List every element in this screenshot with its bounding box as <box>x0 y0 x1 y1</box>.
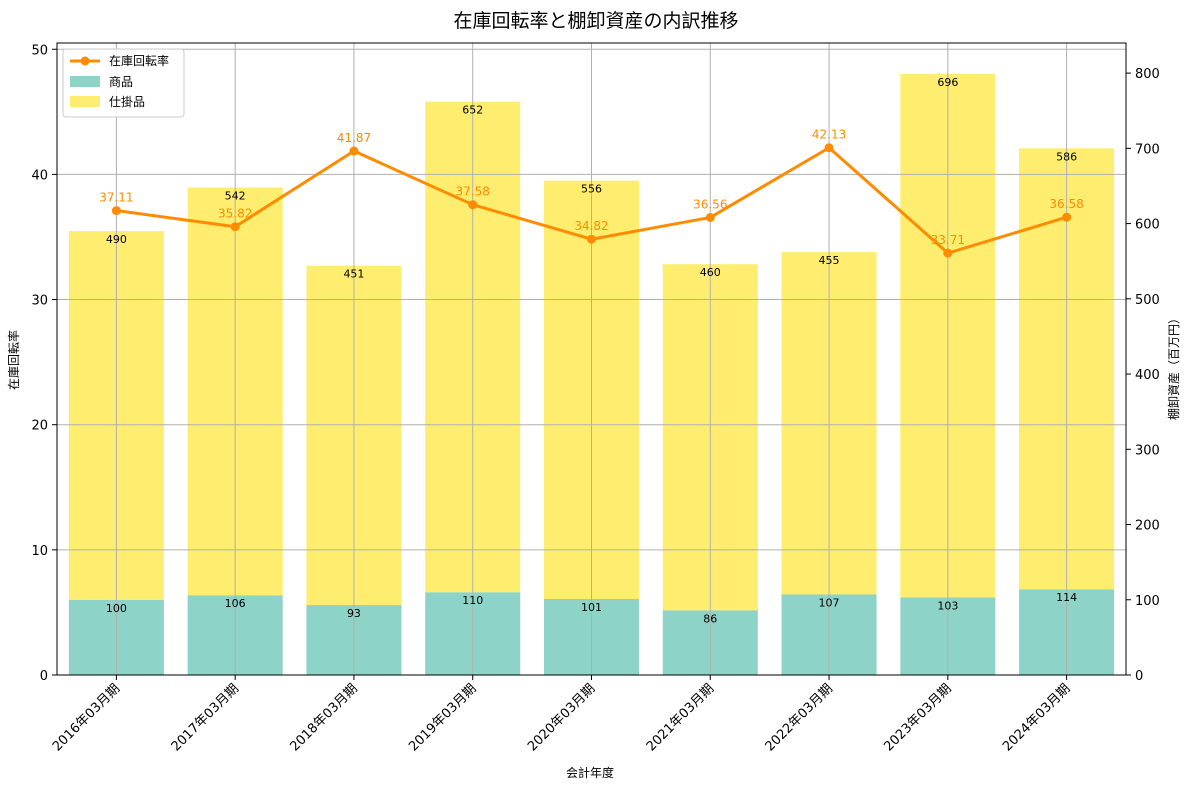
right-tick-label: 0 <box>1135 669 1143 684</box>
turnover-point <box>824 143 834 153</box>
right-axis-title: 棚卸資産（百万円） <box>1166 312 1181 420</box>
left-tick-label: 0 <box>40 669 48 684</box>
bar-label-wip: 490 <box>106 233 127 246</box>
bar-label-wip: 556 <box>581 183 602 196</box>
left-tick-label: 30 <box>31 294 48 309</box>
legend-line-marker <box>80 56 90 66</box>
turnover-label: 37.58 <box>456 185 490 199</box>
right-tick-label: 600 <box>1135 218 1160 233</box>
turnover-point <box>1062 212 1072 222</box>
bar-label-goods: 101 <box>581 601 602 614</box>
x-tick-label: 2024年03月期 <box>1000 681 1073 754</box>
right-tick-label: 700 <box>1135 142 1160 157</box>
bar-label-goods: 114 <box>1056 591 1077 604</box>
bar-label-goods: 103 <box>937 600 958 613</box>
turnover-label: 35.82 <box>218 207 252 221</box>
left-tick-label: 20 <box>31 419 48 434</box>
bar-label-wip: 455 <box>819 254 840 267</box>
bar-label-wip: 586 <box>1056 150 1077 163</box>
legend-label-wip: 仕掛品 <box>109 94 145 109</box>
right-tick-label: 400 <box>1135 368 1160 383</box>
legend-swatch-wip <box>70 96 100 107</box>
grid-lines <box>57 43 1126 676</box>
legend-swatch-goods <box>70 76 100 87</box>
line-series-group: 37.11 35.82 41.87 37.58 34.82 36.56 42.13 33.71… <box>99 128 1084 258</box>
x-tick-label: 2016年03月期 <box>50 681 123 754</box>
x-axis-title: 会計年度 <box>566 765 614 780</box>
bar-label-wip: 652 <box>462 104 483 117</box>
bar-label-wip: 451 <box>343 268 364 281</box>
turnover-point <box>349 146 359 156</box>
x-tick-label: 2018年03月期 <box>287 681 360 754</box>
x-tick-label: 2019年03月期 <box>406 681 479 754</box>
right-tick-label: 500 <box>1135 293 1160 308</box>
right-tick-label: 800 <box>1135 67 1160 82</box>
x-tick-label: 2020年03月期 <box>525 681 598 754</box>
right-tick-label: 300 <box>1135 443 1160 458</box>
legend-label-goods: 商品 <box>109 74 133 89</box>
legend: 在庫回転率 商品 仕掛品 <box>62 48 185 118</box>
turnover-label: 37.11 <box>99 191 133 205</box>
bar-label-goods: 93 <box>347 607 361 620</box>
bar-label-goods: 107 <box>819 596 840 609</box>
x-tick-label: 2023年03月期 <box>881 681 954 754</box>
x-tick-label: 2017年03月期 <box>169 681 242 754</box>
chart-title: 在庫回転率と棚卸資産の内訳推移 <box>453 10 738 32</box>
right-axis: 0 100 200 300 400 500 600 700 800 <box>1126 67 1160 684</box>
bar-label-wip: 542 <box>225 189 246 202</box>
bar-labels-group: 100 490 106 542 93 451 110 652 101 556 86 460 107 455… <box>106 76 1077 625</box>
turnover-label: 36.56 <box>693 197 727 211</box>
bar-label-goods: 86 <box>703 612 717 625</box>
bar-label-wip: 460 <box>700 266 721 279</box>
right-tick-label: 100 <box>1135 594 1160 609</box>
turnover-point <box>587 234 596 244</box>
turnover-label: 42.13 <box>812 128 846 142</box>
turnover-point <box>230 222 240 232</box>
legend-label-turnover: 在庫回転率 <box>109 53 169 68</box>
x-tick-label: 2022年03月期 <box>763 681 836 754</box>
bar-label-goods: 106 <box>225 597 246 610</box>
turnover-point <box>111 206 121 216</box>
turnover-point <box>943 248 953 258</box>
bar-label-goods: 100 <box>106 602 127 615</box>
bar-label-goods: 110 <box>462 594 483 607</box>
x-axis: 2016年03月期 2017年03月期 2018年03月期 2019年03月期 2020… <box>50 675 1073 755</box>
right-tick-label: 200 <box>1135 519 1160 534</box>
left-axis: 0 10 20 30 40 50 <box>31 43 57 684</box>
left-tick-label: 50 <box>31 43 48 58</box>
turnover-point <box>468 200 478 210</box>
left-tick-label: 10 <box>31 544 48 559</box>
turnover-label: 41.87 <box>337 131 371 145</box>
left-tick-label: 40 <box>31 168 48 183</box>
turnover-point <box>705 212 715 222</box>
turnover-label: 33.71 <box>931 233 965 247</box>
x-tick-label: 2021年03月期 <box>644 681 717 754</box>
turnover-label: 36.58 <box>1049 197 1083 211</box>
turnover-label: 34.82 <box>574 219 608 233</box>
bar-label-wip: 696 <box>937 76 958 89</box>
left-axis-title: 在庫回転率 <box>6 330 21 390</box>
